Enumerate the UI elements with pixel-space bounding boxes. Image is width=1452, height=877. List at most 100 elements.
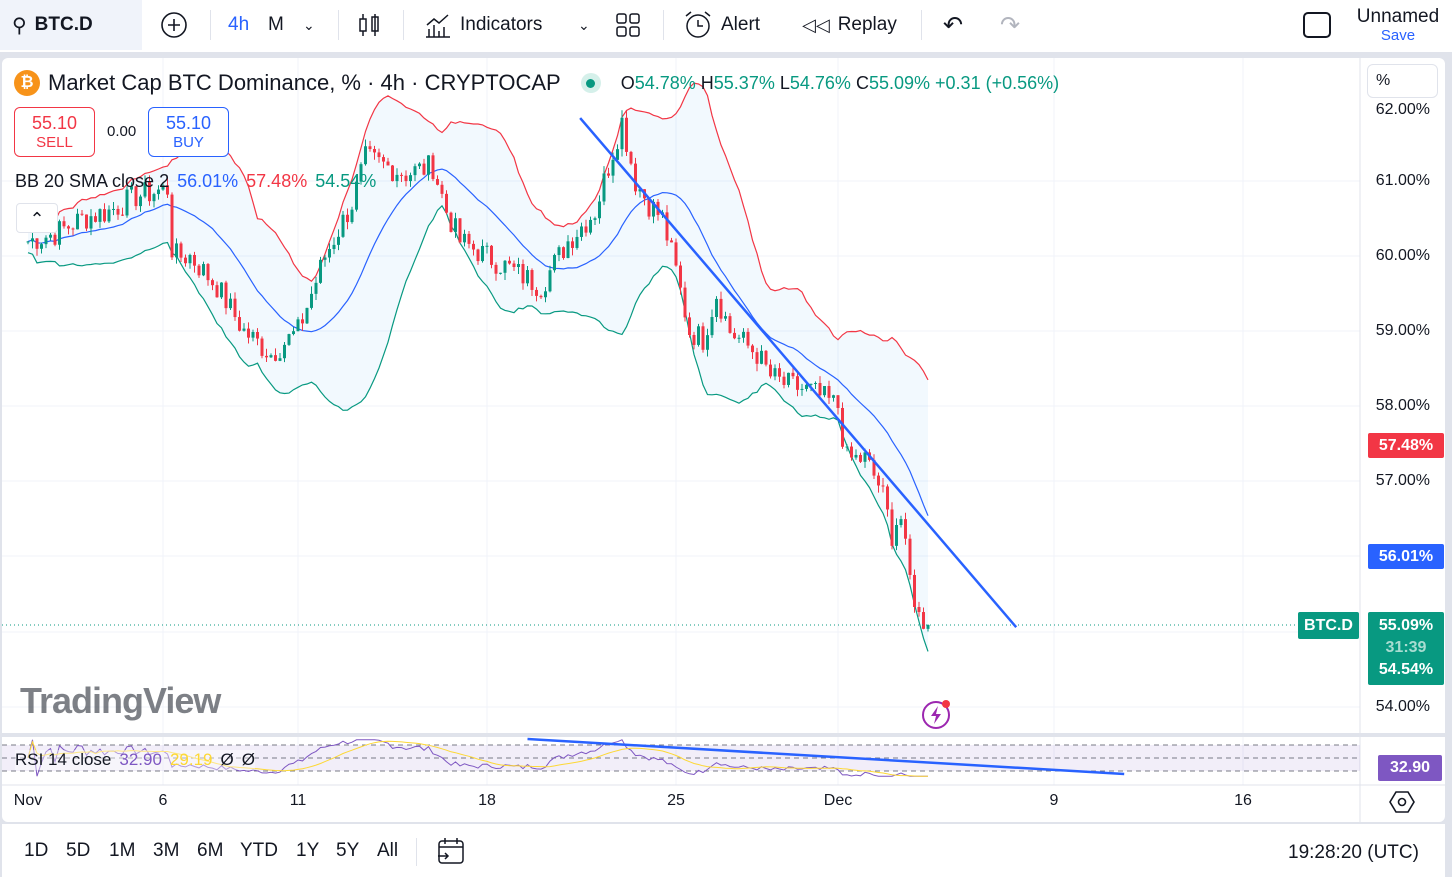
lightning-alert-icon[interactable]	[920, 699, 952, 731]
redo-icon[interactable]: ↷	[1000, 11, 1021, 39]
axis-settings-hexagon-icon[interactable]	[1389, 790, 1415, 819]
candle-body	[242, 328, 246, 331]
top-toolbar: ⚲ BTC.D 4h M ⌄ Indicators ⌄ Alert ◁◁ Repl…	[0, 0, 1452, 52]
candle-body	[170, 194, 174, 258]
candle-body	[890, 509, 894, 546]
save-link[interactable]: Save	[1380, 27, 1416, 44]
last-price-badge: 55.09% 31:39 54.54%	[1368, 612, 1444, 685]
candle-body	[616, 149, 619, 160]
candle-body	[548, 270, 552, 292]
candle-body	[800, 388, 804, 390]
candle-body	[323, 257, 327, 260]
candle-body	[283, 344, 286, 359]
candle-body	[818, 382, 822, 396]
interval-alt-label: M	[268, 14, 284, 35]
clock-timezone[interactable]: 19:28:20 (UTC)	[1288, 842, 1419, 863]
candle-body	[125, 189, 129, 216]
candle-body	[832, 395, 835, 398]
candle-body	[98, 209, 102, 222]
symbol-search-button[interactable]: ⚲ BTC.D	[0, 0, 142, 50]
candle-body	[872, 459, 876, 476]
range-ytd-button[interactable]: YTD	[240, 840, 278, 861]
templates-button[interactable]	[615, 0, 641, 50]
layout-name-block[interactable]: Unnamed Save	[1353, 6, 1443, 44]
bb-basis-badge: 56.01%	[1368, 544, 1444, 569]
candle-body	[175, 243, 178, 258]
candle-body	[683, 287, 687, 318]
sell-button[interactable]: 55.10 SELL	[14, 107, 95, 157]
candle-body	[463, 233, 466, 243]
candle-body	[179, 243, 183, 258]
range-3m-button[interactable]: 3M	[153, 840, 180, 861]
candle-body	[773, 368, 777, 377]
grid-icon	[616, 13, 640, 37]
rsi-legend[interactable]: RSI 14 close 32.90 29.19 Ø Ø	[15, 750, 255, 770]
candle-body	[328, 249, 331, 258]
range-1m-button[interactable]: 1M	[109, 840, 136, 861]
candle-body	[67, 226, 70, 229]
candle-body	[778, 368, 781, 377]
candle-body	[251, 332, 255, 338]
candle-body	[152, 194, 156, 202]
symbol-title[interactable]: Market Cap BTC Dominance, % · 4h · CRYPT…	[48, 70, 561, 95]
candle-body	[305, 307, 309, 324]
interval-m-button[interactable]: M	[268, 0, 284, 50]
buy-button[interactable]: 55.10 BUY	[148, 107, 229, 157]
candle-body	[530, 270, 534, 290]
candle-body	[472, 243, 475, 250]
candle-body	[211, 280, 214, 286]
price-axis-label: 54.00%	[1375, 698, 1430, 715]
candle-body	[571, 241, 574, 248]
range-1d-button[interactable]: 1D	[24, 840, 49, 861]
candle-body	[350, 209, 354, 223]
replay-button[interactable]: ◁◁ Replay	[802, 0, 897, 50]
candle-body	[184, 257, 187, 264]
chart-type-button[interactable]	[356, 0, 382, 50]
range-5y-button[interactable]: 5Y	[336, 840, 360, 861]
candle-body	[850, 446, 853, 458]
candle-body	[215, 285, 219, 298]
candle-body	[913, 574, 916, 607]
candle-body	[431, 155, 435, 180]
interval-4h-button[interactable]: 4h	[228, 0, 249, 50]
candle-body	[80, 213, 84, 215]
range-6m-button[interactable]: 6M	[197, 840, 224, 861]
time-axis-label: 6	[158, 792, 168, 809]
bb-legend[interactable]: BB 20 SMA close 2 56.01% 57.48% 54.54%	[15, 171, 377, 191]
undo-icon[interactable]: ↶	[943, 11, 964, 39]
interval-dropdown-chevron-icon[interactable]: ⌄	[303, 16, 315, 33]
time-axis-label: 16	[1234, 792, 1252, 809]
range-all-button[interactable]: All	[377, 840, 399, 861]
candle-body	[31, 238, 34, 242]
range-5d-button[interactable]: 5D	[66, 840, 91, 861]
scale-mode-button[interactable]: %	[1367, 64, 1438, 98]
alert-label: Alert	[721, 14, 761, 35]
chart-pane[interactable]	[2, 58, 1445, 822]
candle-body	[791, 372, 795, 377]
candle-body	[368, 146, 372, 150]
candle-body	[413, 166, 417, 176]
fullscreen-button[interactable]	[1302, 0, 1332, 50]
candle-body	[139, 196, 142, 207]
candle-body	[706, 335, 709, 350]
collapse-legend-chevron-up-icon[interactable]: ⌃	[16, 203, 58, 233]
bb-upper-badge: 57.48%	[1368, 433, 1444, 458]
candle-body	[94, 216, 97, 222]
indicators-button[interactable]: Indicators	[424, 0, 542, 50]
plus-circle-icon	[161, 12, 187, 38]
alert-button[interactable]: Alert	[683, 0, 760, 50]
candle-body	[836, 395, 840, 408]
range-1y-button[interactable]: 1Y	[296, 840, 320, 861]
goto-date-calendar-icon[interactable]	[436, 836, 466, 871]
candle-body	[737, 337, 741, 339]
candle-body	[670, 240, 673, 243]
candle-body	[652, 201, 655, 217]
indicators-dropdown-chevron-icon[interactable]: ⌄	[578, 16, 590, 33]
compare-add-button[interactable]	[160, 0, 188, 50]
candle-body	[256, 332, 259, 339]
candle-body	[292, 331, 295, 335]
candle-body	[926, 624, 930, 629]
candle-body	[373, 149, 376, 153]
candle-body	[607, 173, 610, 176]
